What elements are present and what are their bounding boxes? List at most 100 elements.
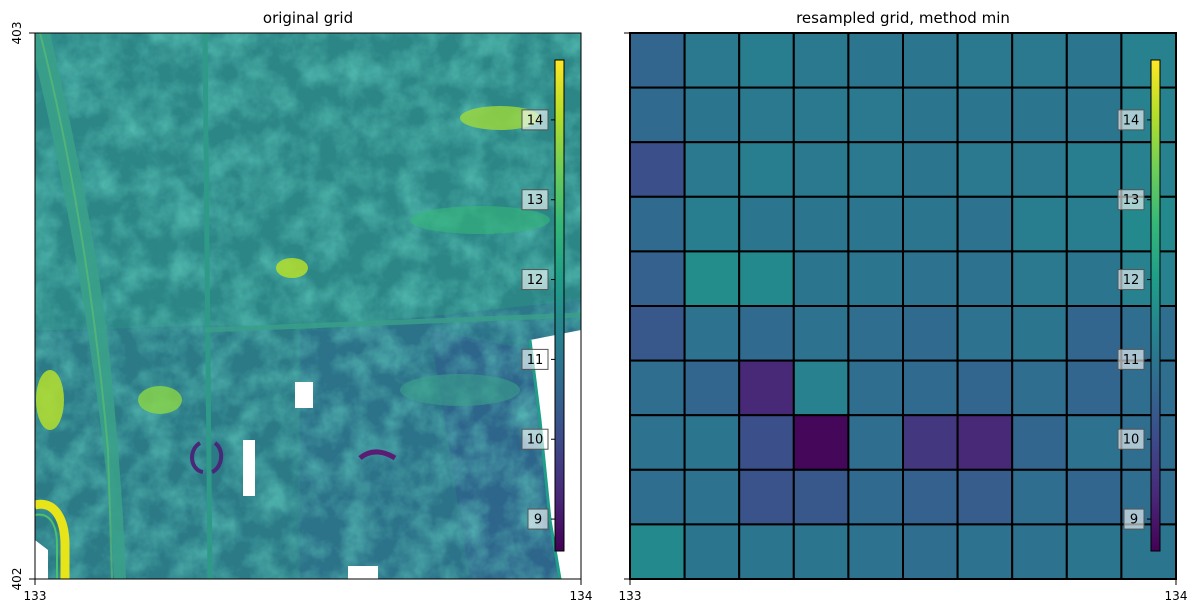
heatmap-cell	[1065, 195, 1123, 253]
colorbar-tick-label: 13	[1123, 193, 1140, 208]
heatmap-cell	[738, 523, 795, 581]
heatmap-cell	[1011, 195, 1068, 253]
heatmap-cell	[683, 414, 741, 471]
heatmap-cell	[792, 523, 850, 581]
heatmap-cell	[902, 305, 959, 362]
heatmap-cell	[956, 32, 1014, 89]
heatmap-cell	[956, 523, 1014, 581]
heatmap-cell	[1065, 359, 1123, 417]
heatmap-cell	[792, 468, 850, 526]
heatmap-cell	[1011, 414, 1068, 471]
heatmap-cell	[847, 414, 905, 471]
colorbar-tick-label: 12	[1123, 273, 1140, 288]
colorbar-tick-label: 10	[527, 433, 544, 448]
heatmap-cell	[847, 359, 905, 417]
heatmap-cell	[956, 305, 1014, 362]
colorbar-label-box	[1117, 189, 1145, 211]
heatmap-cell	[1120, 523, 1178, 581]
heatmap-cell	[847, 195, 905, 253]
colorbar-tick-label: 14	[527, 113, 544, 128]
heatmap-cell	[1065, 32, 1123, 89]
heatmap-cell	[683, 86, 741, 144]
panel-original-grid: original grid	[10, 9, 592, 603]
heatmap-cell	[1011, 468, 1068, 526]
colorbar: 9 10 11 12 13 14	[1117, 59, 1161, 552]
heatmap-cell	[1120, 141, 1178, 198]
heatmap-cell	[629, 468, 686, 526]
heatmap-cell	[902, 523, 959, 581]
chart-title: original grid	[263, 9, 353, 27]
heatmap-cell	[847, 141, 905, 198]
heatmap-cell	[1065, 250, 1123, 307]
heatmap-cell	[1065, 86, 1123, 144]
heatmap-cell	[956, 86, 1014, 144]
heatmap-cell	[902, 32, 959, 89]
heatmap-cell	[956, 414, 1014, 471]
heatmap-cell	[683, 305, 741, 362]
heatmap-cell	[1011, 141, 1068, 198]
colorbar-tick-label: 11	[1123, 353, 1140, 368]
heatmap-cell	[683, 32, 741, 89]
heatmap-cell	[629, 32, 686, 89]
heatmap-cell	[792, 414, 850, 471]
colorbar-tick-label: 10	[1123, 433, 1140, 448]
heatmap-cell	[683, 195, 741, 253]
heatmap-cell	[792, 32, 850, 89]
x-tick-label: 133	[24, 589, 47, 603]
heatmap-cell	[847, 32, 905, 89]
colorbar-label-box	[1117, 428, 1145, 450]
heatmap-cell	[738, 86, 795, 144]
heatmap-cell	[683, 250, 741, 307]
heatmap-cell	[847, 468, 905, 526]
heatmap-cell	[1065, 141, 1123, 198]
colorbar: 9 10 11 12 13 14	[521, 59, 565, 552]
heatmap-cell	[902, 250, 959, 307]
heatmap-cell	[847, 86, 905, 144]
heatmap-cell	[629, 250, 686, 307]
heatmap-cell	[792, 359, 850, 417]
heatmap-cell	[792, 195, 850, 253]
heatmap-cell	[847, 250, 905, 307]
colorbar-label-box	[1123, 508, 1145, 530]
heatmap-cell	[1011, 250, 1068, 307]
heatmap-cells	[629, 32, 1178, 581]
y-tick-label: 403	[10, 22, 24, 45]
heatmap-cell	[629, 86, 686, 144]
heatmap-cell	[738, 468, 795, 526]
colorbar-tick-label: 11	[527, 353, 544, 368]
x-tick-label: 133	[619, 589, 642, 603]
heatmap-cell	[629, 414, 686, 471]
heatmap-cell	[738, 305, 795, 362]
heatmap-cell	[629, 523, 686, 581]
heatmap-cell	[792, 141, 850, 198]
heatmap-cell	[792, 86, 850, 144]
heatmap-cell	[1011, 305, 1068, 362]
heatmap-cell	[629, 359, 686, 417]
heatmap-cell	[1065, 305, 1123, 362]
x-tick-label: 134	[1165, 589, 1188, 603]
heatmap-cell	[792, 250, 850, 307]
colorbar-label-box	[521, 189, 549, 211]
colorbar-label-box	[527, 508, 549, 530]
y-tick-label: 402	[10, 568, 24, 591]
heatmap-cell	[902, 195, 959, 253]
colorbar-bar	[1150, 59, 1161, 552]
heatmap-cell	[902, 86, 959, 144]
heatmap-cell	[1120, 32, 1178, 89]
colorbar-tick-label: 9	[1130, 513, 1138, 528]
heatmap-cell	[738, 414, 795, 471]
heatmap-cell	[1065, 468, 1123, 526]
colorbar-label-box	[1117, 109, 1145, 131]
x-tick-label: 134	[570, 589, 593, 603]
heatmap-cell	[902, 414, 959, 471]
heatmap-cell	[1011, 523, 1068, 581]
heatmap-cell	[847, 305, 905, 362]
heatmap-cell	[847, 523, 905, 581]
heatmap-cell	[956, 141, 1014, 198]
heatmap-cell	[629, 141, 686, 198]
heatmap-cell	[1065, 523, 1123, 581]
colorbar-tick-label: 12	[527, 273, 544, 288]
heatmap-cell	[902, 468, 959, 526]
heatmap-cell	[683, 468, 741, 526]
